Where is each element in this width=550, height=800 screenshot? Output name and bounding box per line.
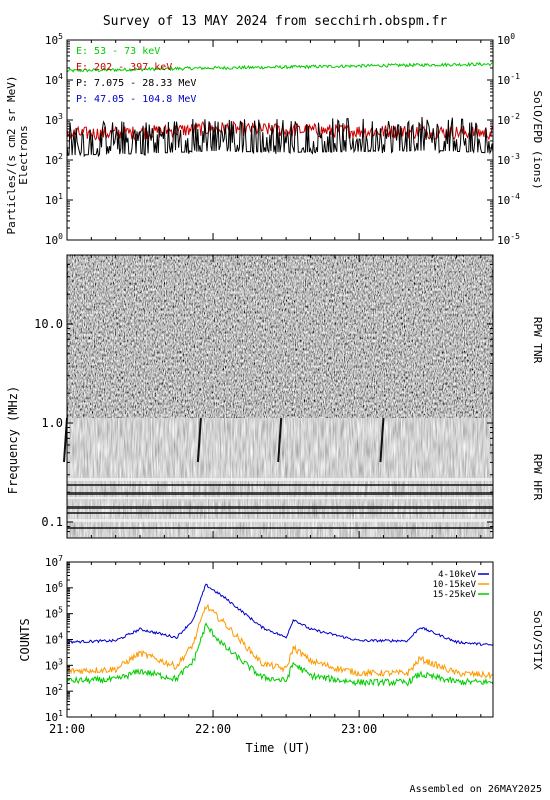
- hfr-band: [67, 478, 493, 481]
- epd-legend-entry: E: 202 - 397 keV: [76, 62, 172, 73]
- stix-series-line: [66, 583, 494, 646]
- epd-left-tick-label: 103: [45, 112, 63, 127]
- stix-right-label: SolO/STIX: [531, 610, 544, 670]
- stix-left-tick-label: 104: [45, 632, 63, 647]
- rpw-hfr-label: RPW HFR: [531, 454, 544, 501]
- stix-left-tick-label: 101: [45, 709, 63, 724]
- epd-legend-entry: E: 53 - 73 keV: [76, 46, 160, 57]
- stix-frame: [66, 561, 494, 718]
- stix-legend-entry: 15-25keV: [433, 590, 477, 600]
- stix-legend-entry: 4-10keV: [438, 570, 477, 580]
- stix-left-tick-label: 103: [45, 657, 63, 672]
- epd-panel: 100 101 102 103 104 105 10-5 10-4 10-3 10-2 10-1 10…: [5, 32, 544, 247]
- epd-legend-entry: P: 7.075 - 28.33 MeV: [76, 78, 196, 89]
- epd-ylabel: Particles/(s cm2 sr MeV): [5, 76, 18, 235]
- time-tick-label: 22:00: [195, 722, 231, 736]
- hfr-band: [67, 527, 493, 529]
- radio-burst: [196, 417, 202, 463]
- stix-series-line: [66, 622, 494, 687]
- rpw-frame: [66, 254, 494, 539]
- rpw-tick-label: 1.0: [41, 416, 63, 430]
- epd-right-label: SolO/EPD (ions): [531, 90, 544, 189]
- rpw-tnr-label: RPW TNR: [531, 317, 544, 364]
- rpw-hfr-bands: [67, 478, 493, 529]
- rpw-panel: 0.1 1.0 10.0 Frequency (MHz) RPW TNR RPW H…: [6, 254, 544, 539]
- time-tick-label: 21:00: [49, 722, 85, 736]
- epd-legend: E: 53 - 73 keV E: 202 - 397 keV P: 7.075 -…: [76, 46, 196, 105]
- epd-legend-entry: P: 47.05 - 104.8 MeV: [76, 94, 196, 105]
- hfr-band: [67, 512, 493, 514]
- stix-ylabel: COUNTS: [18, 618, 32, 661]
- epd-left-tick-label: 105: [45, 32, 63, 47]
- stix-panel: 101 102 103 104 105 106 107 21:00 22:00 23:00 4-1…: [18, 554, 544, 755]
- stix-left-tick-label: 105: [45, 606, 63, 621]
- epd-right-tick-label: 10-2: [497, 112, 520, 127]
- time-tick-label: 23:00: [341, 722, 377, 736]
- hfr-band: [67, 506, 493, 509]
- epd-left-tick-label: 102: [45, 152, 63, 167]
- rpw-tick-label: 0.1: [41, 515, 63, 529]
- epd-left-tick-label: 101: [45, 192, 63, 207]
- rpw-ylabel: Frequency (MHz): [6, 386, 20, 494]
- rpw-bursts: [63, 417, 385, 463]
- epd-right-tick-label: 100: [497, 32, 515, 47]
- hfr-band: [67, 519, 493, 522]
- epd-left-tick-label: 104: [45, 72, 63, 87]
- epd-right-tick-label: 10-3: [497, 152, 520, 167]
- radio-burst: [277, 417, 283, 463]
- figure-title: Survey of 13 MAY 2024 from secchirh.obsp…: [103, 14, 448, 29]
- epd-right-tick-label: 10-4: [497, 192, 520, 207]
- footer-note: Assembled on 26MAY2025: [410, 784, 542, 795]
- radio-burst: [379, 417, 385, 463]
- stix-xlabel: Time (UT): [245, 741, 310, 755]
- stix-legend-entry: 10-15keV: [433, 580, 477, 590]
- epd-right-tick-label: 10-1: [497, 72, 520, 87]
- stix-left-tick-label: 106: [45, 580, 63, 595]
- epd-right-tick-label: 10-5: [497, 232, 520, 247]
- hfr-band: [67, 484, 493, 486]
- epd-frame: [66, 39, 494, 241]
- epd-ylabel2: Electrons: [17, 125, 30, 185]
- epd-series-line: [66, 61, 494, 73]
- stix-series-line: [66, 603, 494, 680]
- rpw-tnr-spectrogram: [67, 255, 493, 418]
- epd-left-tick-label: 100: [45, 232, 63, 247]
- epd-series-line: [66, 116, 494, 158]
- hfr-band: [67, 497, 493, 499]
- hfr-band: [67, 492, 493, 495]
- rpw-tick-label: 10.0: [34, 317, 63, 331]
- stix-left-tick-label: 102: [45, 683, 63, 698]
- stix-left-tick-label: 107: [45, 554, 63, 569]
